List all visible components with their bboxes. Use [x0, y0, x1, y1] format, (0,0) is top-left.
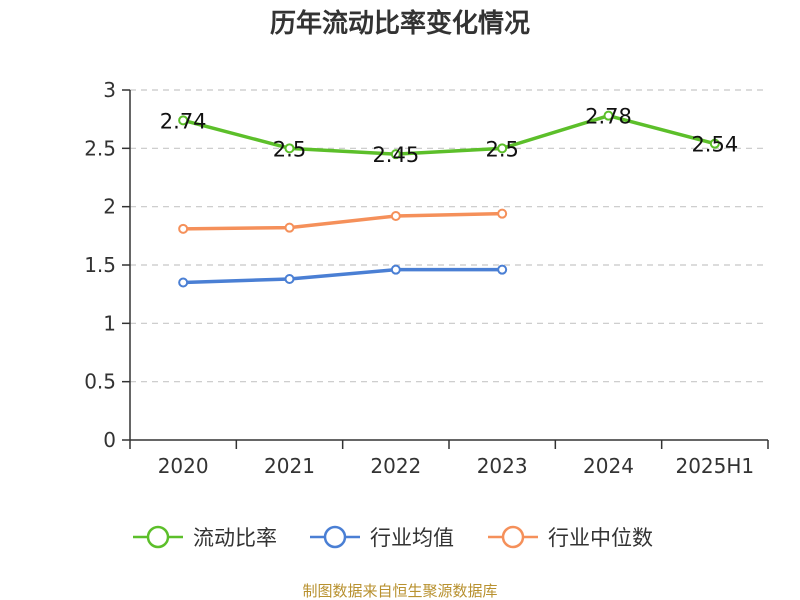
data-label: 2.54	[691, 133, 738, 157]
data-point	[178, 277, 189, 288]
data-point	[284, 222, 295, 233]
legend-swatch-marker	[146, 525, 170, 549]
legend-item: 行业中位数	[488, 525, 653, 550]
y-tick-label: 1	[103, 311, 116, 335]
legend-item: 行业均值	[310, 525, 454, 550]
y-tick-label: 3	[103, 78, 116, 102]
y-tick-label: 2.5	[84, 136, 116, 160]
legend: 流动比率 行业均值 行业中位数	[133, 525, 653, 550]
legend-swatch-marker	[501, 525, 525, 549]
x-tick-label: 2025H1	[675, 454, 754, 478]
series-line	[182, 113, 716, 156]
data-labels: 2.74 2.5 2.45 2.5 2.78 2.54	[160, 105, 738, 168]
data-point	[390, 211, 401, 221]
y-tick-label: 2	[103, 195, 116, 219]
legend-item: 流动比率	[133, 525, 277, 550]
data-label: 2.78	[585, 105, 632, 129]
series-line	[183, 211, 503, 231]
data-point	[497, 208, 508, 219]
series-2	[178, 264, 508, 288]
x-tick-label: 2021	[264, 454, 315, 478]
series-line	[183, 267, 503, 285]
legend-label: 行业均值	[370, 526, 454, 550]
data-label: 2.45	[372, 143, 419, 167]
data-label: 2.74	[160, 109, 207, 133]
data-point	[497, 264, 508, 275]
data-point	[284, 274, 295, 284]
axes: 0 0.5 1 1.5 2 2.5 3 2020 2021 2022 2023 2024 2025H1	[84, 78, 769, 478]
data-label: 2.5	[273, 137, 306, 161]
series-3	[178, 208, 508, 234]
chart-title: 历年流动比率变化情况	[270, 8, 530, 39]
x-tick-label: 2020	[158, 454, 209, 478]
x-tick-label: 2022	[370, 454, 421, 478]
data-point	[497, 143, 508, 154]
data-point	[284, 143, 295, 154]
x-tick-label: 2023	[477, 454, 528, 478]
data-point	[709, 138, 720, 149]
grid-lines	[130, 89, 768, 383]
source-note: 制图数据来自恒生聚源数据库	[302, 582, 497, 600]
x-tick-label: 2024	[583, 454, 634, 478]
data-point	[390, 149, 401, 160]
series-layer	[178, 110, 720, 288]
y-tick-label: 0	[103, 428, 116, 452]
y-tick-label: 0.5	[84, 370, 116, 394]
series-1	[178, 110, 720, 160]
data-point	[178, 223, 189, 234]
data-point	[603, 110, 614, 121]
y-tick-label: 1.5	[84, 253, 116, 277]
data-label: 2.5	[485, 137, 518, 161]
data-point	[390, 264, 401, 275]
legend-label: 行业中位数	[548, 526, 653, 550]
legend-swatch-marker	[323, 525, 347, 549]
legend-label: 流动比率	[193, 526, 277, 550]
data-point	[178, 115, 189, 126]
